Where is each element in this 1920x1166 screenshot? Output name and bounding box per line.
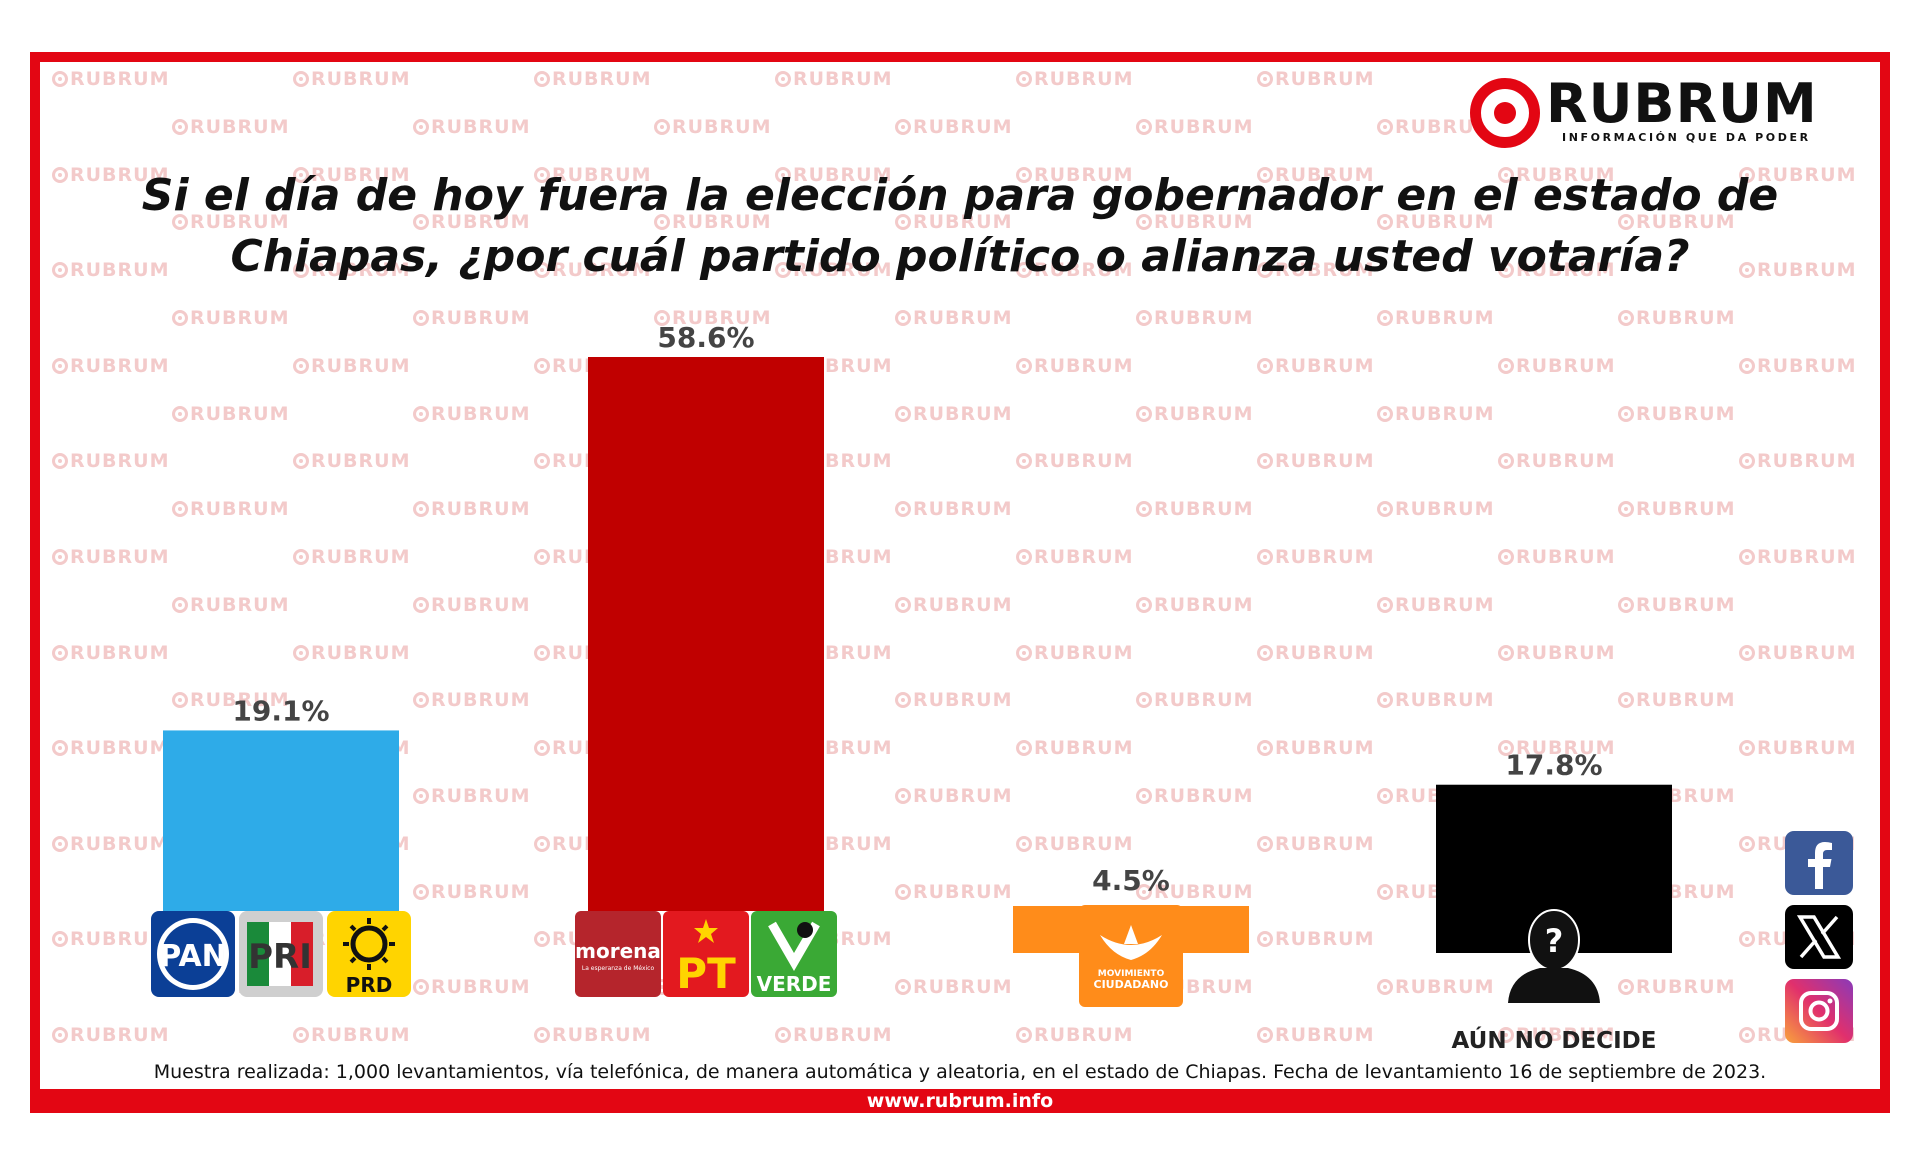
pri-logo-text: PRI <box>248 937 312 977</box>
bar-morena-pt-verde <box>588 357 824 911</box>
mc-logo-line-1: MOVIMIENTO <box>1098 969 1165 979</box>
verde-logo: VERDE <box>751 911 837 997</box>
instagram-icon[interactable] <box>1785 979 1853 1043</box>
verde-logo-text: VERDE <box>757 972 832 996</box>
mc-logo-line-2: CIUDADANO <box>1094 978 1169 991</box>
logo-text: RUBRUM <box>1546 72 1818 135</box>
morena-logo: morena La esperanza de México <box>575 911 661 997</box>
movimiento-ciudadano-logo: MOVIMIENTO CIUDADANO <box>1079 905 1183 1007</box>
pri-logo: PRI <box>239 911 323 997</box>
footer-band: www.rubrum.info <box>30 1089 1890 1113</box>
bar-pan-pri-prd <box>163 730 399 911</box>
facebook-icon[interactable] <box>1785 831 1853 895</box>
morena-logo-subtext: La esperanza de México <box>582 965 655 972</box>
svg-text:?: ? <box>1545 922 1564 960</box>
value-label-movimiento-ciudadano: 4.5% <box>1092 864 1170 897</box>
logo-tagline: INFORMACIÓN QUE DA PODER <box>1562 131 1811 144</box>
footer-url[interactable]: www.rubrum.info <box>866 1090 1054 1112</box>
prd-logo-text: PRD <box>346 973 393 997</box>
value-label-aun-no-decide: 17.8% <box>1505 749 1602 782</box>
pt-logo-text: PT <box>676 949 736 998</box>
value-label-morena-pt-verde: 58.6% <box>657 321 754 354</box>
morena-logo-text: morena <box>575 939 661 963</box>
chart-title-line-2: Chiapas, ¿por cuál partido político o al… <box>230 231 1690 282</box>
pt-logo: PT <box>663 911 749 998</box>
chart-title-line-1: Si el día de hoy fuera la elección para … <box>141 170 1779 221</box>
chart-title: Si el día de hoy fuera la elección para … <box>120 165 1800 287</box>
prd-logo: PRD <box>327 911 411 997</box>
pan-logo-text: PAN <box>159 939 227 974</box>
question-person-icon: ? <box>1508 909 1600 1003</box>
value-label-pan-pri-prd: 19.1% <box>232 694 329 727</box>
x-icon[interactable] <box>1785 905 1853 969</box>
logo-ring-icon <box>1470 78 1540 148</box>
category-label-undecided: AÚN NO DECIDE <box>1452 1026 1657 1054</box>
rubrum-logo: RUBRUM INFORMACIÓN QUE DA PODER <box>1470 72 1830 148</box>
footnote: Muestra realizada: 1,000 levantamientos,… <box>153 1061 1767 1083</box>
pan-logo: PAN <box>151 911 235 997</box>
